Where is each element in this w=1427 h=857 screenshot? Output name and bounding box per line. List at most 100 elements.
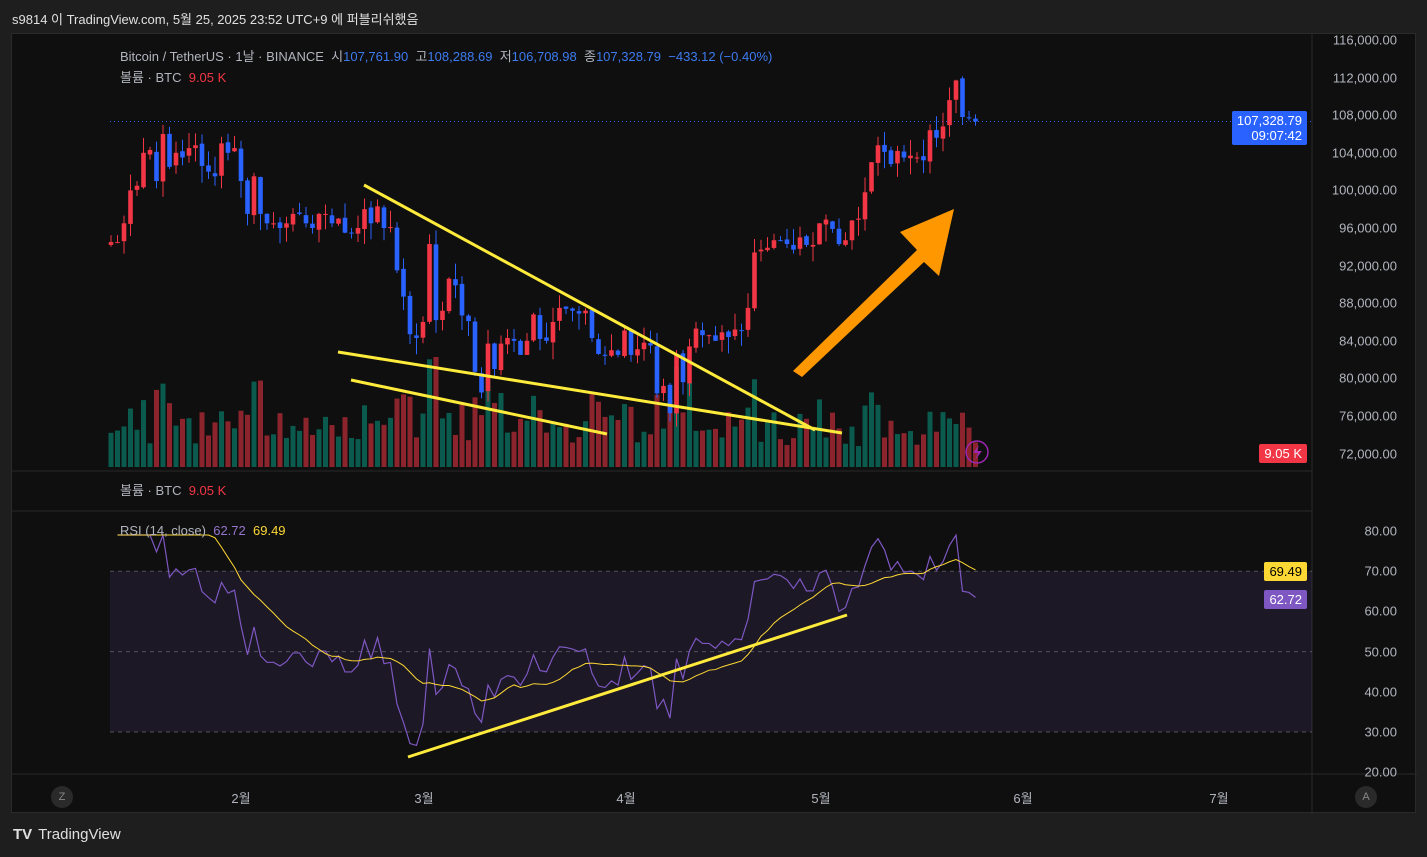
candle-body — [271, 223, 276, 225]
last-price-value: 107,328.79 — [1236, 113, 1302, 128]
volume-bar — [219, 411, 224, 467]
volume-bar — [186, 418, 192, 467]
volume-bar — [264, 435, 270, 467]
candle-body — [518, 340, 523, 355]
candle-body — [563, 306, 569, 309]
candle-body — [524, 340, 530, 355]
change-value: −433.12 (−0.40%) — [668, 49, 773, 64]
volume-legend-value: 9.05 K — [188, 483, 227, 498]
candle-body — [576, 311, 582, 314]
volume-bar — [511, 431, 517, 467]
candle-body — [745, 307, 751, 330]
price-axis-label: 72,000.00 — [1339, 446, 1397, 462]
volume-bar — [492, 402, 497, 467]
candle-body — [635, 349, 640, 356]
price-axis-label: 100,000.00 — [1331, 182, 1397, 198]
volume-bar — [115, 430, 120, 467]
candle-body — [888, 150, 894, 165]
volume-bar — [212, 422, 218, 467]
price-axis-label: 76,000.00 — [1339, 408, 1397, 424]
candle-body — [953, 80, 959, 100]
candle-body — [375, 206, 380, 223]
candle-body — [719, 332, 725, 340]
volume-legend-label: 볼륨 · BTC — [120, 70, 182, 85]
candle-body — [739, 330, 744, 332]
candle-body — [797, 237, 803, 249]
candle-body — [342, 217, 348, 233]
volume-bar — [154, 389, 159, 467]
volume-bar — [732, 426, 738, 467]
volume-bar — [869, 392, 874, 467]
trendline-drawing — [350, 378, 608, 436]
candle-body — [843, 240, 848, 245]
volume-bar — [466, 440, 471, 467]
volume-bar — [843, 443, 848, 467]
volume-bar — [953, 423, 959, 467]
volume-bar — [479, 415, 484, 467]
volume-bar — [693, 430, 699, 467]
low-value: 106,708.98 — [511, 49, 577, 64]
tradingview-logo[interactable]: TV TradingView — [13, 826, 121, 843]
volume-bar — [440, 418, 445, 467]
chart-canvas[interactable] — [12, 34, 1417, 814]
volume-bar — [206, 435, 211, 467]
candle-body — [615, 350, 621, 355]
volume-bar — [576, 437, 582, 467]
candle-body — [212, 173, 218, 177]
volume-bar — [908, 431, 913, 467]
price-axis-label: 88,000.00 — [1339, 295, 1397, 311]
candle-body — [778, 240, 783, 242]
candle-body — [453, 279, 458, 286]
candle-body — [245, 180, 250, 214]
trendline-drawing — [363, 183, 816, 432]
candle-body — [284, 223, 289, 228]
volume-bar — [284, 437, 289, 467]
price-axis-label: 108,000.00 — [1331, 107, 1397, 123]
candle-body — [466, 315, 471, 322]
price-axis-label: 84,000.00 — [1339, 333, 1397, 349]
volume-bar — [128, 408, 133, 467]
candle-body — [277, 222, 283, 228]
volume-bar — [147, 443, 153, 467]
candle-body — [947, 100, 952, 126]
candle-body — [368, 207, 374, 224]
candle-body — [817, 223, 822, 245]
volume-bar — [446, 412, 452, 467]
candle-body — [173, 152, 179, 166]
candle-body — [732, 329, 738, 337]
candle-body — [440, 310, 445, 321]
price-axis-label: 112,000.00 — [1332, 70, 1397, 86]
chart-frame[interactable]: Bitcoin / TetherUS · 1날 · BINANCE 시107,7… — [11, 33, 1417, 814]
auto-scale-button[interactable]: A — [1355, 786, 1377, 808]
volume-bar — [498, 393, 504, 467]
candle-body — [628, 331, 634, 355]
candle-body — [128, 190, 133, 224]
volume-bar — [635, 442, 640, 467]
zoom-reset-button[interactable]: Z — [51, 786, 73, 808]
candle-body — [498, 343, 504, 371]
volume-bar — [784, 445, 790, 467]
candle-body — [420, 322, 426, 338]
low-label: 저 — [499, 49, 512, 64]
volume-bar — [134, 429, 140, 467]
volume-bar — [453, 434, 458, 467]
candle-body — [784, 239, 790, 244]
candle-body — [531, 314, 536, 341]
volume-bar — [375, 420, 380, 467]
volume-bar — [141, 400, 146, 467]
volume-bar — [862, 405, 868, 467]
volume-bar — [258, 380, 263, 467]
candle-body — [570, 308, 575, 311]
volume-bar — [596, 401, 601, 467]
rsi-axis-label: 70.00 — [1364, 563, 1397, 579]
volume-bar — [752, 379, 757, 467]
candle-body — [394, 227, 400, 271]
volume-bar — [602, 416, 608, 467]
candle-body — [485, 343, 491, 392]
candle-body — [752, 252, 757, 309]
candle-body — [238, 148, 244, 181]
candle-body — [869, 162, 874, 192]
volume-bar — [173, 425, 179, 467]
volume-bar — [290, 425, 296, 467]
candle-body — [362, 209, 367, 229]
